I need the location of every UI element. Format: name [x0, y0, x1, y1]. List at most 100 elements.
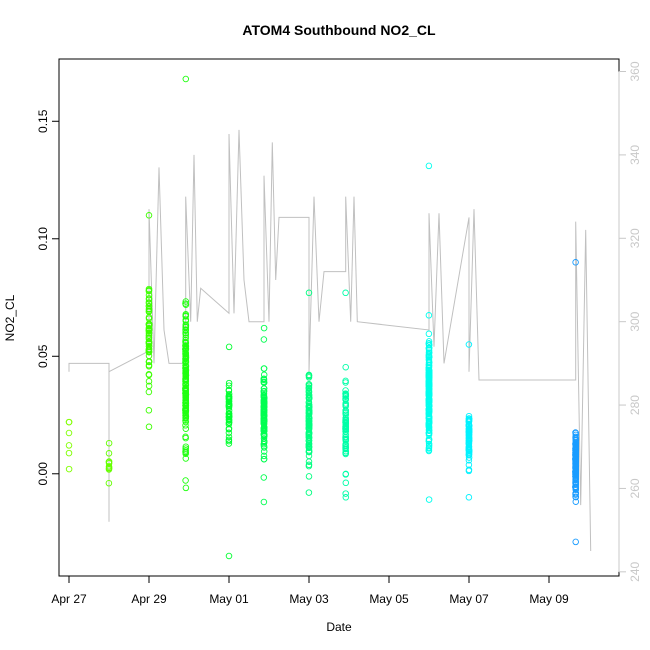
data-point [260, 375, 268, 383]
data-point [260, 439, 268, 446]
data-point [182, 342, 190, 350]
data-point [572, 538, 579, 546]
data-point [260, 455, 268, 463]
x-axis-title: Date [326, 620, 352, 634]
x-tick-label: Apr 29 [131, 592, 167, 606]
data-point [572, 445, 579, 453]
data-point [145, 300, 153, 307]
data-point [305, 407, 313, 414]
data-point [145, 329, 153, 336]
data-point [425, 410, 433, 418]
data-point [182, 390, 189, 397]
data-point [145, 423, 153, 431]
data-point [182, 311, 190, 318]
data-point [342, 494, 350, 501]
y2-tick-label: 340 [628, 145, 642, 165]
data-point [260, 336, 268, 343]
data-point [225, 402, 233, 410]
data-point [425, 352, 433, 359]
data-point [260, 435, 268, 442]
data-point [425, 364, 433, 372]
data-point [342, 407, 349, 414]
data-point [182, 329, 189, 337]
data-point [145, 346, 153, 353]
data-point [342, 433, 349, 441]
data-point [225, 395, 233, 402]
data-point [182, 445, 189, 452]
data-point [145, 371, 153, 378]
data-point [225, 425, 233, 432]
data-point [425, 367, 433, 375]
data-point [425, 354, 433, 361]
data-point [182, 484, 190, 492]
data-point [572, 449, 579, 457]
data-point [342, 416, 349, 424]
data-point [225, 392, 233, 400]
y2-tick-label: 240 [628, 561, 642, 581]
data-point [182, 392, 189, 399]
data-point [182, 397, 189, 404]
data-point [342, 490, 349, 497]
y-tick-label: 0.10 [36, 227, 50, 251]
data-point [342, 396, 349, 403]
data-point [342, 289, 349, 297]
data-point [225, 410, 233, 417]
data-point [225, 440, 233, 447]
data-point [305, 452, 313, 460]
data-point [572, 259, 579, 266]
data-point [342, 363, 349, 371]
data-point [425, 398, 433, 405]
data-point [105, 439, 113, 447]
scatter-points [65, 75, 580, 560]
data-point [342, 409, 349, 417]
data-point [182, 75, 190, 83]
data-point [465, 451, 473, 459]
data-point [145, 352, 153, 360]
data-point [182, 402, 189, 409]
y2-tick-label: 260 [628, 478, 642, 498]
data-point [260, 452, 268, 460]
data-point [342, 447, 350, 455]
data-point [145, 287, 153, 295]
data-point [342, 379, 349, 386]
data-point [342, 419, 349, 426]
data-point [342, 444, 349, 452]
data-point [145, 291, 153, 299]
data-point [182, 449, 189, 456]
data-point [145, 332, 153, 339]
data-point [182, 326, 189, 333]
data-point [305, 372, 313, 380]
data-point [425, 338, 433, 345]
data-point [572, 453, 579, 461]
data-point [305, 420, 313, 428]
y-axis-title: NO2_CL [3, 294, 17, 341]
data-point [145, 212, 153, 219]
data-point [572, 485, 580, 492]
data-point [182, 378, 189, 385]
y2-tick-label: 280 [628, 395, 642, 415]
data-point [305, 289, 313, 297]
data-point [425, 162, 433, 170]
data-point [182, 387, 189, 394]
data-point [225, 382, 233, 389]
data-point [145, 308, 153, 316]
y2-axis: 240 260 280 300 320 340 360 [618, 61, 642, 582]
data-point [305, 391, 313, 398]
data-point [260, 427, 268, 434]
data-point [305, 461, 313, 469]
data-point [145, 342, 153, 350]
data-point [145, 388, 153, 396]
data-point [260, 498, 268, 506]
data-point [260, 385, 268, 392]
data-point [305, 437, 313, 445]
data-point [572, 460, 579, 467]
x-tick-label: May 03 [289, 592, 329, 606]
data-point [260, 407, 268, 415]
data-point [305, 432, 313, 440]
data-point [260, 424, 268, 431]
data-point [260, 393, 268, 400]
data-point [342, 479, 350, 487]
data-point [145, 335, 153, 343]
data-point [182, 425, 190, 432]
